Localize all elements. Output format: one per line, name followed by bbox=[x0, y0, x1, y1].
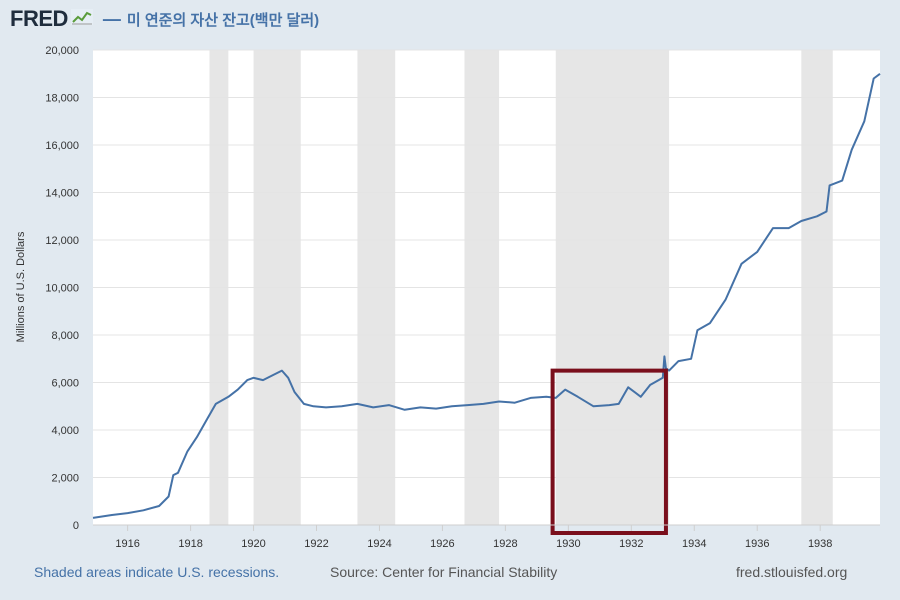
y-tick-label: 0 bbox=[73, 520, 79, 532]
x-tick-label: 1916 bbox=[115, 538, 139, 550]
x-tick-label: 1936 bbox=[745, 538, 769, 550]
fred-url[interactable]: fred.stlouisfed.org bbox=[736, 564, 848, 580]
recession-note-link[interactable]: Shaded areas indicate U.S. recessions. bbox=[34, 564, 280, 580]
series-layer bbox=[92, 72, 881, 519]
x-tick-label: 1924 bbox=[367, 538, 391, 550]
series-line bbox=[92, 72, 881, 519]
x-tick-label: 1918 bbox=[178, 538, 202, 550]
y-tick-label: 20,000 bbox=[45, 45, 79, 57]
x-tick-label: 1926 bbox=[430, 538, 454, 550]
y-tick-label: 10,000 bbox=[45, 283, 79, 295]
x-tick-label: 1920 bbox=[241, 538, 265, 550]
chart-header: FRED — 미 연준의 자산 잔고(백만 달러) bbox=[10, 4, 319, 34]
fred-logo[interactable]: FRED bbox=[10, 6, 68, 31]
y-tick-label: 6,000 bbox=[51, 378, 79, 390]
y-tick-label: 18,000 bbox=[45, 93, 79, 105]
y-tick-label: 8,000 bbox=[51, 330, 79, 342]
y-tick-label: 4,000 bbox=[51, 425, 79, 437]
y-tick-label: 12,000 bbox=[45, 235, 79, 247]
x-tick-label: 1938 bbox=[808, 538, 832, 550]
x-tick-label: 1932 bbox=[619, 538, 643, 550]
line-chart-icon bbox=[70, 8, 93, 30]
y-tick-label: 2,000 bbox=[51, 473, 79, 485]
y-tick-label: 14,000 bbox=[45, 188, 79, 200]
x-tick-label: 1934 bbox=[682, 538, 706, 550]
series-title[interactable]: 미 연준의 자산 잔고(백만 달러) bbox=[126, 11, 320, 29]
legend-line-marker: — bbox=[102, 8, 121, 29]
x-tick-label: 1922 bbox=[304, 538, 328, 550]
source-text: Source: Center for Financial Stability bbox=[330, 564, 558, 580]
gridlines bbox=[93, 49, 880, 478]
highlight-box bbox=[550, 368, 668, 535]
y-tick-label: 16,000 bbox=[45, 140, 79, 152]
highlight-layer bbox=[550, 368, 668, 535]
axes: 0 2,000 4,000 6,000 8,000 10,000 12,000 14,000 1… bbox=[45, 45, 880, 550]
x-tick-label: 1928 bbox=[493, 538, 517, 550]
y-axis-label: Millions of U.S. Dollars bbox=[15, 231, 27, 342]
x-tick-label: 1930 bbox=[556, 538, 580, 550]
